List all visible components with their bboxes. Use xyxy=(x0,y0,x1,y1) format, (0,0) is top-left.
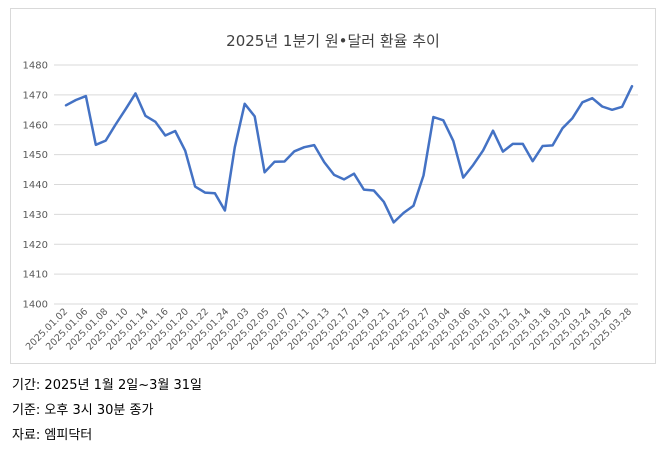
footer-source: 자료: 엠피닥터 xyxy=(12,428,93,443)
y-tick-label: 1430 xyxy=(23,210,48,221)
footer-basis: 기준: 오후 3시 30분 종가 xyxy=(12,403,154,418)
y-tick-label: 1420 xyxy=(23,240,48,251)
y-tick-label: 1440 xyxy=(23,180,48,191)
chart-frame: 2025년 1분기 원•달러 환율 추이 1400 1410 1420 1430 144… xyxy=(10,8,656,364)
footer-period: 기간: 2025년 1월 2일~3월 31일 xyxy=(12,378,202,393)
chart-title: 2025년 1분기 원•달러 환율 추이 xyxy=(226,32,440,50)
y-axis-ticks: 1400 1410 1420 1430 1440 1450 1460 1470 1480 xyxy=(23,61,48,311)
gridlines xyxy=(54,64,638,305)
y-tick-label: 1480 xyxy=(23,61,48,72)
series-line xyxy=(64,84,634,224)
x-axis-ticks: 2025.01.022025.01.062025.01.082025.01.10… xyxy=(24,306,634,352)
y-tick-label: 1410 xyxy=(23,270,48,281)
y-tick-label: 1460 xyxy=(23,120,48,131)
series-layer xyxy=(64,84,634,224)
y-tick-label: 1400 xyxy=(23,300,48,311)
y-tick-label: 1470 xyxy=(23,90,48,101)
y-tick-label: 1450 xyxy=(23,150,48,161)
line-chart: 2025년 1분기 원•달러 환율 추이 1400 1410 1420 1430 144… xyxy=(23,32,638,353)
